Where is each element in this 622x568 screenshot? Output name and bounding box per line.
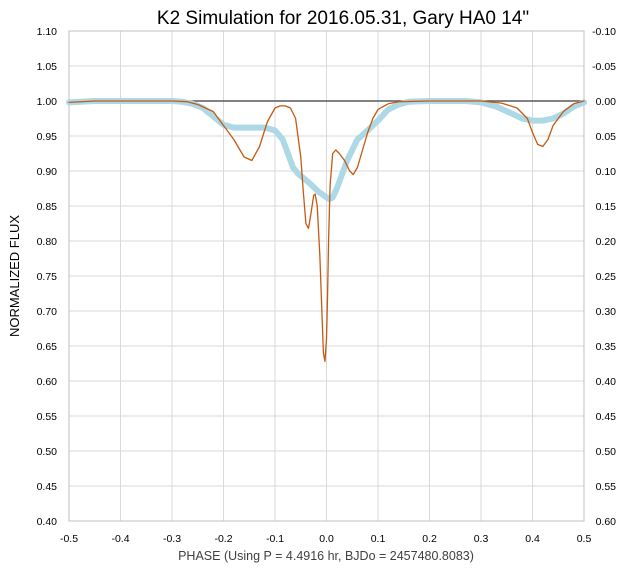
y-tick-label: 0.85 bbox=[37, 201, 58, 213]
x-tick-label: 0.2 bbox=[422, 533, 437, 545]
y2-tick-label: 0.15 bbox=[596, 201, 617, 213]
y2-tick-label: 0.50 bbox=[596, 446, 617, 458]
y2-tick-label: 0.55 bbox=[596, 481, 617, 493]
y-tick-label: 0.80 bbox=[37, 236, 58, 248]
series-line-2 bbox=[68, 100, 585, 363]
y2-tick-label: -0.10 bbox=[592, 26, 616, 38]
x-tick-label: -0.1 bbox=[266, 533, 284, 545]
series-line-1 bbox=[66, 98, 587, 202]
y2-tick-label: 0.20 bbox=[596, 236, 617, 248]
x-axis-label: PHASE (Using P = 4.4916 hr, BJDo = 24574… bbox=[178, 549, 474, 563]
secondary-y-axis-ticks: -0.10 -0.05 0.00 0.05 0.10 0.15 0.20 0.25 0.30 0.… bbox=[592, 26, 616, 528]
plot-area-border bbox=[68, 30, 585, 522]
y2-tick-label: -0.05 bbox=[592, 61, 616, 73]
y-tick-label: 1.05 bbox=[37, 61, 58, 73]
y2-tick-label: 0.30 bbox=[596, 306, 617, 318]
y2-tick-label: 0.05 bbox=[596, 131, 617, 143]
x-tick-label: 0.5 bbox=[577, 533, 592, 545]
x-tick-label: -0.5 bbox=[60, 533, 78, 545]
x-tick-label: -0.4 bbox=[111, 533, 129, 545]
x-tick-label: 0.1 bbox=[371, 533, 386, 545]
x-tick-label: 0.0 bbox=[319, 533, 334, 545]
y-tick-label: 0.40 bbox=[37, 516, 58, 528]
y-tick-label: 0.90 bbox=[37, 166, 58, 178]
x-tick-label: -0.3 bbox=[163, 533, 181, 545]
y-tick-label: 0.95 bbox=[37, 131, 58, 143]
y2-tick-label: 0.25 bbox=[596, 271, 617, 283]
y-axis-label: NORMALIZED FLUX bbox=[7, 215, 22, 337]
y-tick-label: 1.00 bbox=[37, 96, 58, 108]
y2-tick-label: 0.45 bbox=[596, 411, 617, 423]
y-tick-label: 0.70 bbox=[37, 306, 58, 318]
y-tick-label: 0.65 bbox=[37, 341, 58, 353]
series-group bbox=[66, 98, 587, 363]
y-tick-label: 0.75 bbox=[37, 271, 58, 283]
y2-tick-label: 0.00 bbox=[596, 96, 617, 108]
y-tick-label: 0.45 bbox=[37, 481, 58, 493]
y2-tick-label: 0.40 bbox=[596, 376, 617, 388]
x-tick-label: 0.3 bbox=[474, 533, 489, 545]
y2-tick-label: 0.60 bbox=[596, 516, 617, 528]
y-axis-ticks: 1.10 1.05 1.00 0.95 0.90 0.85 0.80 0.75 0.70 0.65… bbox=[37, 26, 58, 528]
y2-tick-label: 0.10 bbox=[596, 166, 617, 178]
x-axis-ticks: -0.5 -0.4 -0.3 -0.2 -0.1 0.0 0.1 0.2 0.3 0.4 0.5 bbox=[60, 533, 591, 545]
y2-tick-label: 0.35 bbox=[596, 341, 617, 353]
y-tick-label: 0.55 bbox=[37, 411, 58, 423]
x-tick-label: 0.4 bbox=[525, 533, 540, 545]
chart-title: K2 Simulation for 2016.05.31, Gary HA0 1… bbox=[157, 8, 529, 29]
y-tick-label: 0.50 bbox=[37, 446, 58, 458]
x-tick-label: -0.2 bbox=[214, 533, 232, 545]
y-tick-label: 0.60 bbox=[37, 376, 58, 388]
y-tick-label: 1.10 bbox=[37, 26, 58, 38]
